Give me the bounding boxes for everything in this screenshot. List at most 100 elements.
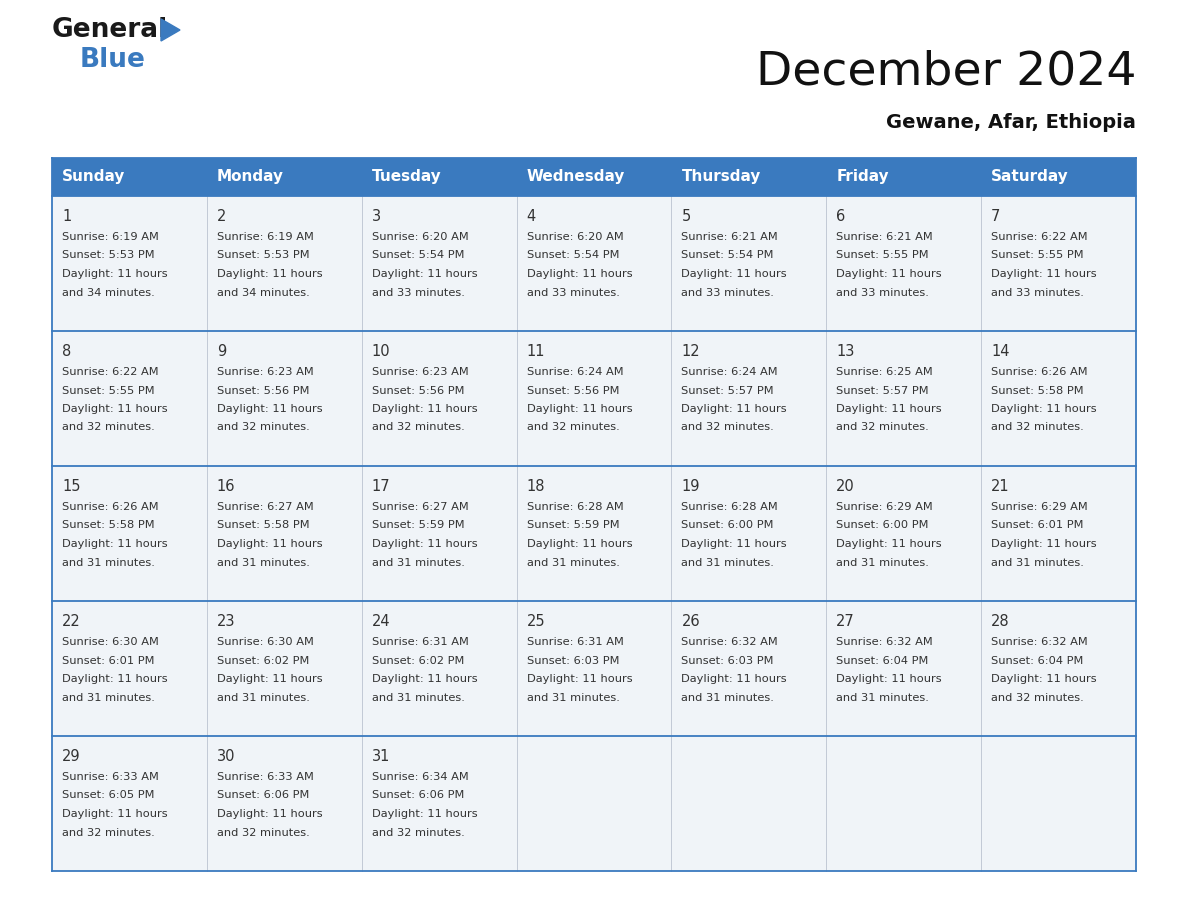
Text: Sunset: 6:04 PM: Sunset: 6:04 PM bbox=[991, 655, 1083, 666]
Text: Sunrise: 6:32 AM: Sunrise: 6:32 AM bbox=[836, 637, 933, 647]
Text: Sunset: 6:06 PM: Sunset: 6:06 PM bbox=[217, 790, 309, 800]
Text: Daylight: 11 hours: Daylight: 11 hours bbox=[62, 674, 168, 684]
Text: Sunset: 6:02 PM: Sunset: 6:02 PM bbox=[217, 655, 309, 666]
Text: 11: 11 bbox=[526, 344, 545, 359]
Text: Sunrise: 6:21 AM: Sunrise: 6:21 AM bbox=[836, 232, 933, 242]
Text: Sunrise: 6:31 AM: Sunrise: 6:31 AM bbox=[526, 637, 624, 647]
Text: 9: 9 bbox=[217, 344, 226, 359]
Text: Sunset: 6:02 PM: Sunset: 6:02 PM bbox=[372, 655, 465, 666]
Text: Daylight: 11 hours: Daylight: 11 hours bbox=[217, 539, 322, 549]
Text: Monday: Monday bbox=[217, 170, 284, 185]
Text: and 31 minutes.: and 31 minutes. bbox=[526, 692, 619, 702]
Text: 26: 26 bbox=[682, 614, 700, 629]
Text: Sunrise: 6:34 AM: Sunrise: 6:34 AM bbox=[372, 772, 468, 782]
Text: Sunday: Sunday bbox=[62, 170, 126, 185]
Text: Daylight: 11 hours: Daylight: 11 hours bbox=[372, 404, 478, 414]
Text: 7: 7 bbox=[991, 209, 1000, 224]
Text: 10: 10 bbox=[372, 344, 391, 359]
Text: Sunrise: 6:32 AM: Sunrise: 6:32 AM bbox=[991, 637, 1088, 647]
Text: Sunrise: 6:29 AM: Sunrise: 6:29 AM bbox=[991, 502, 1088, 512]
Text: Sunset: 5:57 PM: Sunset: 5:57 PM bbox=[682, 386, 775, 396]
Text: General: General bbox=[52, 17, 169, 43]
Text: 16: 16 bbox=[217, 479, 235, 494]
Text: and 32 minutes.: and 32 minutes. bbox=[217, 422, 310, 432]
Text: Sunset: 5:58 PM: Sunset: 5:58 PM bbox=[62, 521, 154, 531]
Text: Sunrise: 6:26 AM: Sunrise: 6:26 AM bbox=[62, 502, 159, 512]
Text: Daylight: 11 hours: Daylight: 11 hours bbox=[836, 674, 942, 684]
Text: Daylight: 11 hours: Daylight: 11 hours bbox=[526, 269, 632, 279]
Text: 4: 4 bbox=[526, 209, 536, 224]
Text: Sunset: 5:54 PM: Sunset: 5:54 PM bbox=[682, 251, 773, 261]
Text: 2: 2 bbox=[217, 209, 226, 224]
Text: 29: 29 bbox=[62, 749, 81, 764]
Text: 31: 31 bbox=[372, 749, 390, 764]
Text: 20: 20 bbox=[836, 479, 855, 494]
Text: Friday: Friday bbox=[836, 170, 889, 185]
Text: and 31 minutes.: and 31 minutes. bbox=[836, 692, 929, 702]
Polygon shape bbox=[162, 19, 181, 41]
Text: Sunrise: 6:30 AM: Sunrise: 6:30 AM bbox=[217, 637, 314, 647]
Text: and 32 minutes.: and 32 minutes. bbox=[991, 422, 1083, 432]
Bar bbox=[52, 736, 1136, 871]
Text: Daylight: 11 hours: Daylight: 11 hours bbox=[62, 539, 168, 549]
Text: Daylight: 11 hours: Daylight: 11 hours bbox=[62, 404, 168, 414]
Text: and 31 minutes.: and 31 minutes. bbox=[991, 557, 1083, 567]
Text: Daylight: 11 hours: Daylight: 11 hours bbox=[682, 269, 788, 279]
Text: Sunrise: 6:25 AM: Sunrise: 6:25 AM bbox=[836, 367, 933, 377]
Text: and 32 minutes.: and 32 minutes. bbox=[682, 422, 775, 432]
Text: 25: 25 bbox=[526, 614, 545, 629]
Text: Daylight: 11 hours: Daylight: 11 hours bbox=[372, 269, 478, 279]
Text: Sunrise: 6:33 AM: Sunrise: 6:33 AM bbox=[62, 772, 159, 782]
Text: Sunset: 6:03 PM: Sunset: 6:03 PM bbox=[682, 655, 773, 666]
Text: and 32 minutes.: and 32 minutes. bbox=[372, 422, 465, 432]
Text: Thursday: Thursday bbox=[682, 170, 760, 185]
Text: 19: 19 bbox=[682, 479, 700, 494]
Text: Daylight: 11 hours: Daylight: 11 hours bbox=[217, 404, 322, 414]
Text: and 32 minutes.: and 32 minutes. bbox=[836, 422, 929, 432]
Text: Daylight: 11 hours: Daylight: 11 hours bbox=[991, 404, 1097, 414]
Text: Sunset: 5:54 PM: Sunset: 5:54 PM bbox=[372, 251, 465, 261]
Text: Tuesday: Tuesday bbox=[372, 170, 442, 185]
Text: Daylight: 11 hours: Daylight: 11 hours bbox=[526, 539, 632, 549]
Text: Sunset: 5:54 PM: Sunset: 5:54 PM bbox=[526, 251, 619, 261]
Text: and 32 minutes.: and 32 minutes. bbox=[526, 422, 619, 432]
Text: 5: 5 bbox=[682, 209, 690, 224]
Text: and 31 minutes.: and 31 minutes. bbox=[372, 692, 465, 702]
Text: Daylight: 11 hours: Daylight: 11 hours bbox=[372, 809, 478, 819]
Text: Sunset: 5:56 PM: Sunset: 5:56 PM bbox=[217, 386, 309, 396]
Text: Daylight: 11 hours: Daylight: 11 hours bbox=[217, 809, 322, 819]
Text: 6: 6 bbox=[836, 209, 846, 224]
Text: Sunrise: 6:31 AM: Sunrise: 6:31 AM bbox=[372, 637, 468, 647]
Text: Daylight: 11 hours: Daylight: 11 hours bbox=[991, 539, 1097, 549]
Text: Sunset: 5:59 PM: Sunset: 5:59 PM bbox=[526, 521, 619, 531]
Text: 28: 28 bbox=[991, 614, 1010, 629]
Text: December 2024: December 2024 bbox=[756, 50, 1136, 95]
Text: and 33 minutes.: and 33 minutes. bbox=[526, 287, 619, 297]
Text: and 31 minutes.: and 31 minutes. bbox=[526, 557, 619, 567]
Text: Sunset: 5:55 PM: Sunset: 5:55 PM bbox=[836, 251, 929, 261]
Text: Daylight: 11 hours: Daylight: 11 hours bbox=[62, 269, 168, 279]
Text: Sunrise: 6:24 AM: Sunrise: 6:24 AM bbox=[682, 367, 778, 377]
Bar bbox=[52, 466, 1136, 601]
Text: 27: 27 bbox=[836, 614, 855, 629]
Text: Daylight: 11 hours: Daylight: 11 hours bbox=[836, 269, 942, 279]
Text: Sunrise: 6:19 AM: Sunrise: 6:19 AM bbox=[217, 232, 314, 242]
Text: Sunset: 6:00 PM: Sunset: 6:00 PM bbox=[682, 521, 773, 531]
Text: Sunrise: 6:20 AM: Sunrise: 6:20 AM bbox=[526, 232, 624, 242]
Text: 21: 21 bbox=[991, 479, 1010, 494]
Text: Sunset: 5:57 PM: Sunset: 5:57 PM bbox=[836, 386, 929, 396]
Text: 14: 14 bbox=[991, 344, 1010, 359]
Text: Sunset: 5:59 PM: Sunset: 5:59 PM bbox=[372, 521, 465, 531]
Text: Sunrise: 6:23 AM: Sunrise: 6:23 AM bbox=[372, 367, 468, 377]
Text: Sunrise: 6:19 AM: Sunrise: 6:19 AM bbox=[62, 232, 159, 242]
Bar bbox=[52, 196, 1136, 331]
Text: Sunrise: 6:28 AM: Sunrise: 6:28 AM bbox=[682, 502, 778, 512]
Text: Blue: Blue bbox=[80, 47, 146, 73]
Text: Daylight: 11 hours: Daylight: 11 hours bbox=[991, 269, 1097, 279]
Text: Daylight: 11 hours: Daylight: 11 hours bbox=[62, 809, 168, 819]
Text: and 32 minutes.: and 32 minutes. bbox=[372, 827, 465, 837]
Bar bbox=[52, 601, 1136, 736]
Text: Sunset: 5:58 PM: Sunset: 5:58 PM bbox=[217, 521, 310, 531]
Text: 24: 24 bbox=[372, 614, 391, 629]
Text: Sunset: 6:04 PM: Sunset: 6:04 PM bbox=[836, 655, 929, 666]
